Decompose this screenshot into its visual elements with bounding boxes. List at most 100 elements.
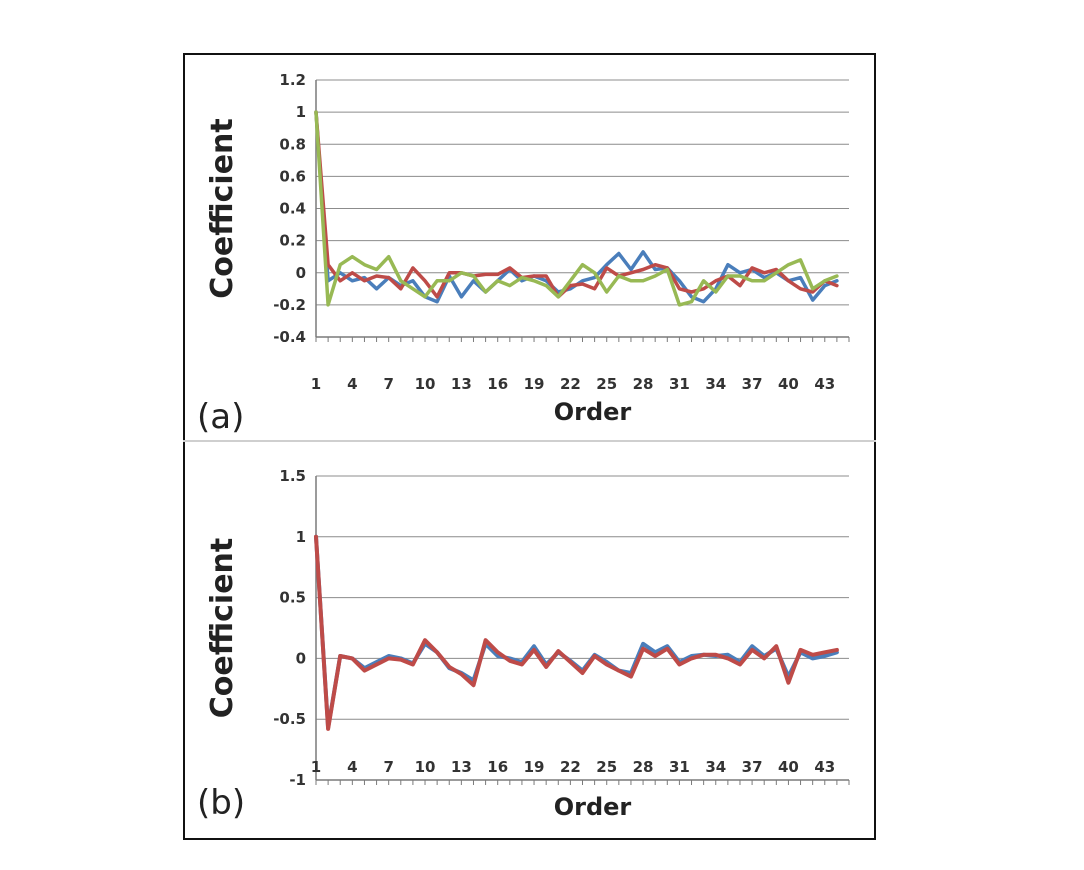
chart-0-series-1-point: [593, 288, 596, 290]
chart-1-series-1-point: [593, 655, 596, 657]
chart-0-series-2-point: [472, 275, 475, 277]
chart-0-series-2-point: [775, 271, 778, 274]
chart-0-series-2-point: [339, 263, 342, 266]
chart-1-series-1-point: [618, 669, 620, 672]
chart-0-series-1-point: [424, 279, 426, 282]
chart-0-series-2-point: [436, 279, 438, 282]
chart-0-series-2-point: [678, 304, 681, 306]
figure-frame: [183, 53, 876, 840]
chart-1-x-tick-label: 43: [814, 758, 835, 776]
chart-0-series-1-point: [702, 288, 705, 290]
chart-1-series-0-point: [654, 651, 656, 654]
chart-0-series-2-point: [593, 271, 596, 274]
chart-0-series-2-point: [763, 279, 766, 282]
chart-0-y-tick-label: -0.4: [273, 328, 306, 346]
chart-0-series-1-point: [545, 275, 547, 277]
chart-1-series-1-point: [775, 645, 778, 648]
chart-0-series-1-point: [484, 273, 487, 276]
chart-1-x-tick-label: 16: [487, 758, 508, 776]
chart-0-series-1-point: [448, 271, 451, 274]
chart-1-series-1-point: [787, 681, 790, 684]
chart-0-series-1-point: [351, 271, 354, 274]
chart-0-y-tick-label: -0.2: [273, 296, 306, 314]
chart-0-y-tick-label: 0.4: [279, 200, 306, 218]
chart-0-y-tick-label: 0: [296, 264, 306, 282]
chart-0-series-0-point: [642, 251, 644, 253]
chart-1-x-tick-label: 34: [705, 758, 726, 776]
chart-1-series-1-point: [581, 672, 584, 674]
chart-0-series-2-point: [581, 263, 584, 266]
chart-1-panel-label: (b): [197, 783, 245, 823]
chart-0-series-2-point: [521, 276, 523, 279]
chart-1-series-1-point: [763, 657, 766, 660]
chart-1-series-1-point: [315, 536, 317, 538]
chart-1-series-1-point: [351, 657, 354, 660]
chart-0-series-2-point: [605, 291, 608, 293]
chart-0-series-2-point: [836, 275, 838, 277]
chart-0-series-2-point: [642, 279, 644, 282]
panel-divider: [183, 440, 876, 442]
chart-0-series-1-point: [399, 288, 402, 290]
chart-1-series-1-point: [714, 653, 717, 656]
chart-0-series-2-point: [448, 279, 451, 282]
chart-1-series-1-point: [448, 666, 451, 668]
chart-0-series-2-point: [460, 271, 463, 274]
chart-0-series-1-point: [642, 268, 644, 271]
chart-1-series-1-point: [484, 639, 487, 641]
chart-0-series-0-point: [763, 276, 766, 279]
chart-1-series-1-point: [460, 673, 463, 676]
chart-1-series-1-point: [569, 661, 572, 663]
chart-0-series-2-point: [799, 259, 802, 261]
chart-1-series-0-point: [387, 655, 390, 657]
chart-0-series-0-point: [690, 296, 693, 298]
chart-0-x-tick-label: 4: [347, 375, 357, 393]
chart-0-x-tick-label: 43: [814, 375, 835, 393]
chart-1-series-1-point: [678, 663, 681, 666]
chart-1-x-tick-label: 10: [415, 758, 436, 776]
chart-0-x-tick-label: 37: [742, 375, 763, 393]
chart-1-series-1-point: [545, 666, 547, 668]
chart-1-x-tick-label: 1: [311, 758, 321, 776]
chart-0-series-2-point: [545, 284, 547, 287]
chart-1-series-1-point: [823, 651, 826, 654]
chart-1-series-1-point: [739, 663, 741, 666]
chart-0-series-2-point: [569, 279, 572, 282]
chart-0-x-tick-label: 34: [705, 375, 726, 393]
chart-0-series-2-point: [727, 275, 729, 277]
chart-1-series-1-point: [496, 651, 499, 654]
chart-1-y-tick-label: 0: [296, 649, 306, 667]
chart-1-series-0-point: [642, 643, 644, 645]
chart-0-series-2-point: [363, 263, 366, 266]
chart-1-y-tick-label: 1: [296, 528, 306, 546]
chart-0-series-1-point: [496, 273, 499, 276]
chart-1-series-1-point: [654, 655, 656, 657]
chart-0-series-0-point: [593, 276, 596, 279]
chart-0-series-2-point: [412, 288, 414, 290]
chart-0-x-tick-label: 28: [633, 375, 654, 393]
chart-0-series-2-point: [654, 275, 656, 277]
chart-1-series-1-point: [387, 657, 390, 660]
chart-0-series-1-point: [714, 279, 717, 282]
chart-1-series-0-point: [823, 655, 826, 657]
chart-1-series-1-point: [533, 649, 535, 651]
chart-1-series-1-point: [363, 669, 366, 672]
chart-1-x-tick-label: 37: [742, 758, 763, 776]
chart-0-x-tick-label: 7: [383, 375, 393, 393]
chart-0-y-axis-label: Coefficient: [205, 118, 240, 299]
chart-0-series-1-point: [751, 267, 753, 269]
chart-0-series-0-point: [557, 291, 560, 293]
chart-1-x-tick-label: 13: [451, 758, 472, 776]
chart-0-series-0-point: [545, 279, 547, 282]
chart-0-series-1-point: [775, 268, 778, 271]
chart-0-series-1-point: [678, 288, 681, 290]
chart-0-series-0-point: [472, 279, 475, 282]
chart-1-y-tick-label: 1.5: [279, 467, 306, 485]
chart-1-x-tick-label: 22: [560, 758, 581, 776]
chart-0-y-tick-label: 0.8: [279, 135, 306, 153]
chart-0-series-2-point: [787, 263, 790, 266]
chart-0-series-1-point: [339, 279, 342, 282]
chart-0-series-2-point: [630, 279, 632, 282]
chart-0-series-1-point: [436, 296, 438, 298]
chart-0-series-0-point: [630, 268, 632, 271]
